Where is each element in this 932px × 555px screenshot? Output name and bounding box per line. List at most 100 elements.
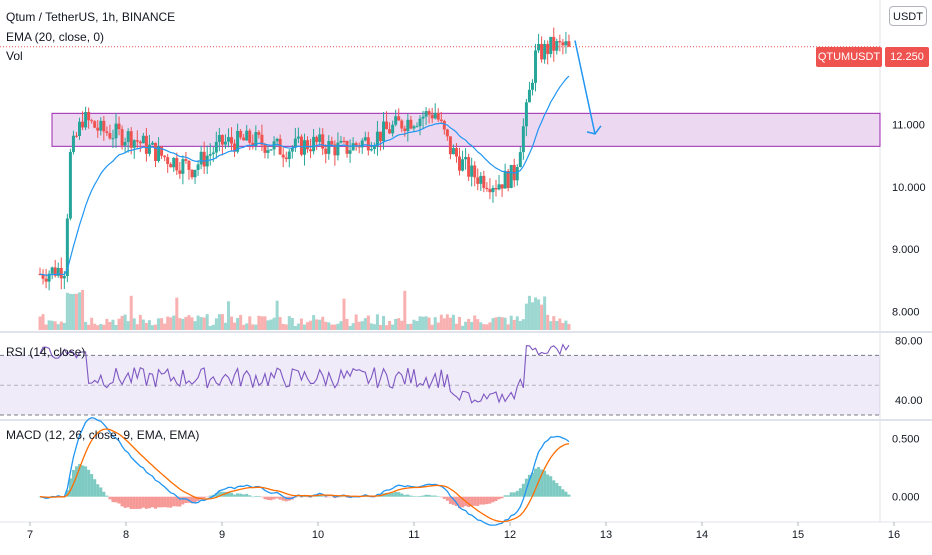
macd-histogram-bar bbox=[318, 494, 322, 497]
candle-body bbox=[509, 165, 513, 188]
candle-body bbox=[117, 123, 121, 130]
macd-histogram-bar bbox=[564, 491, 568, 497]
candle-body bbox=[488, 189, 492, 193]
rsi-line bbox=[39, 343, 570, 404]
volume-bar bbox=[299, 318, 303, 330]
macd-histogram-bar bbox=[236, 493, 240, 497]
candle-body bbox=[263, 144, 267, 153]
macd-histogram-bar bbox=[482, 496, 486, 505]
candle-body bbox=[296, 136, 300, 139]
volume-bar bbox=[412, 319, 416, 330]
macd-histogram-bar bbox=[530, 472, 534, 497]
candle-body bbox=[41, 274, 45, 279]
macd-histogram-bar bbox=[467, 496, 471, 508]
macd-histogram-bar bbox=[302, 496, 306, 498]
symbol-legend[interactable]: Qtum / TetherUS, 1h, BINANCE bbox=[6, 10, 176, 24]
macd-histogram-bar bbox=[515, 490, 519, 497]
macd-histogram-bar bbox=[275, 496, 279, 499]
volume-bar bbox=[321, 316, 325, 330]
volume-bar bbox=[470, 321, 474, 330]
macd-histogram-bar bbox=[433, 495, 437, 497]
candle-body bbox=[105, 131, 109, 134]
ema-legend[interactable]: EMA (20, close, 0) bbox=[6, 30, 105, 44]
volume-bar bbox=[50, 320, 54, 330]
volume-bar bbox=[436, 322, 440, 330]
volume-bar bbox=[254, 324, 258, 330]
volume-bar bbox=[90, 317, 94, 330]
volume-bar bbox=[236, 317, 240, 330]
volume-bar bbox=[558, 318, 562, 330]
candle-body bbox=[275, 138, 279, 142]
volume-bar bbox=[397, 318, 401, 330]
volume-bar bbox=[430, 324, 434, 330]
candle-body bbox=[251, 142, 255, 146]
signal-line bbox=[39, 428, 570, 523]
volume-bar bbox=[473, 315, 477, 330]
macd-histogram-bar bbox=[409, 495, 413, 497]
candle-body bbox=[278, 138, 282, 155]
rsi-legend[interactable]: RSI (14, close) bbox=[6, 345, 86, 359]
candle-body bbox=[464, 157, 468, 160]
macd-histogram-bar bbox=[245, 493, 249, 497]
macd-histogram-bar bbox=[500, 496, 504, 499]
macd-histogram-bar bbox=[254, 495, 258, 497]
candle-body bbox=[114, 123, 118, 139]
candle-body bbox=[211, 152, 215, 155]
candle-body bbox=[543, 43, 547, 60]
candle-body bbox=[108, 133, 112, 139]
rsi-tick-label: 80.00 bbox=[895, 335, 923, 347]
candle-body bbox=[430, 114, 434, 119]
volume-bar bbox=[564, 320, 568, 330]
volume-bar bbox=[108, 321, 112, 330]
candle-body bbox=[59, 267, 63, 279]
macd-histogram-bar bbox=[93, 479, 97, 497]
candle-body bbox=[366, 137, 370, 151]
macd-histogram-bar bbox=[512, 492, 516, 497]
currency-badge[interactable]: USDT bbox=[889, 6, 927, 26]
volume-bar bbox=[132, 318, 136, 330]
candle-body bbox=[372, 145, 376, 150]
volume-bar bbox=[178, 318, 182, 330]
macd-legend[interactable]: MACD (12, 26, close, 9, EMA, EMA) bbox=[6, 428, 200, 442]
macd-histogram-bar bbox=[458, 496, 462, 509]
candle-body bbox=[467, 157, 471, 177]
macd-histogram-bar bbox=[230, 492, 234, 497]
macd-histogram-bar bbox=[527, 474, 531, 497]
volume-bar bbox=[330, 324, 334, 330]
volume-bar bbox=[272, 317, 276, 330]
volume-legend[interactable]: Vol bbox=[6, 49, 23, 63]
candle-body bbox=[382, 121, 386, 142]
volume-bar bbox=[111, 319, 115, 330]
macd-histogram-bar bbox=[315, 495, 319, 497]
candle-body bbox=[442, 120, 446, 130]
candle-body bbox=[394, 116, 398, 125]
macd-histogram-bar bbox=[117, 496, 121, 504]
candle-body bbox=[479, 175, 483, 184]
volume-bar bbox=[147, 320, 151, 330]
macd-histogram-bar bbox=[226, 491, 230, 497]
candle-body bbox=[242, 137, 246, 141]
volume-bar bbox=[537, 299, 541, 330]
projection-arrow-shaft bbox=[574, 40, 596, 135]
volume-bar bbox=[394, 318, 398, 330]
candle-body bbox=[518, 152, 522, 168]
candle-body bbox=[290, 147, 294, 152]
volume-bar bbox=[366, 315, 370, 330]
volume-bar bbox=[59, 321, 63, 330]
volume-bar bbox=[357, 321, 361, 330]
candle-body bbox=[47, 273, 51, 282]
volume-bar bbox=[208, 325, 212, 330]
volume-bar bbox=[354, 314, 358, 330]
candle-body bbox=[445, 129, 449, 137]
macd-histogram-bar bbox=[439, 496, 443, 498]
volume-bar bbox=[454, 323, 458, 330]
macd-histogram-bar bbox=[154, 496, 158, 509]
macd-histogram-bar bbox=[132, 496, 136, 509]
volume-bar bbox=[87, 324, 91, 330]
candle-body bbox=[540, 43, 544, 60]
volume-bar bbox=[47, 320, 51, 330]
volume-bar bbox=[202, 317, 206, 330]
macd-histogram-bar bbox=[257, 495, 261, 497]
